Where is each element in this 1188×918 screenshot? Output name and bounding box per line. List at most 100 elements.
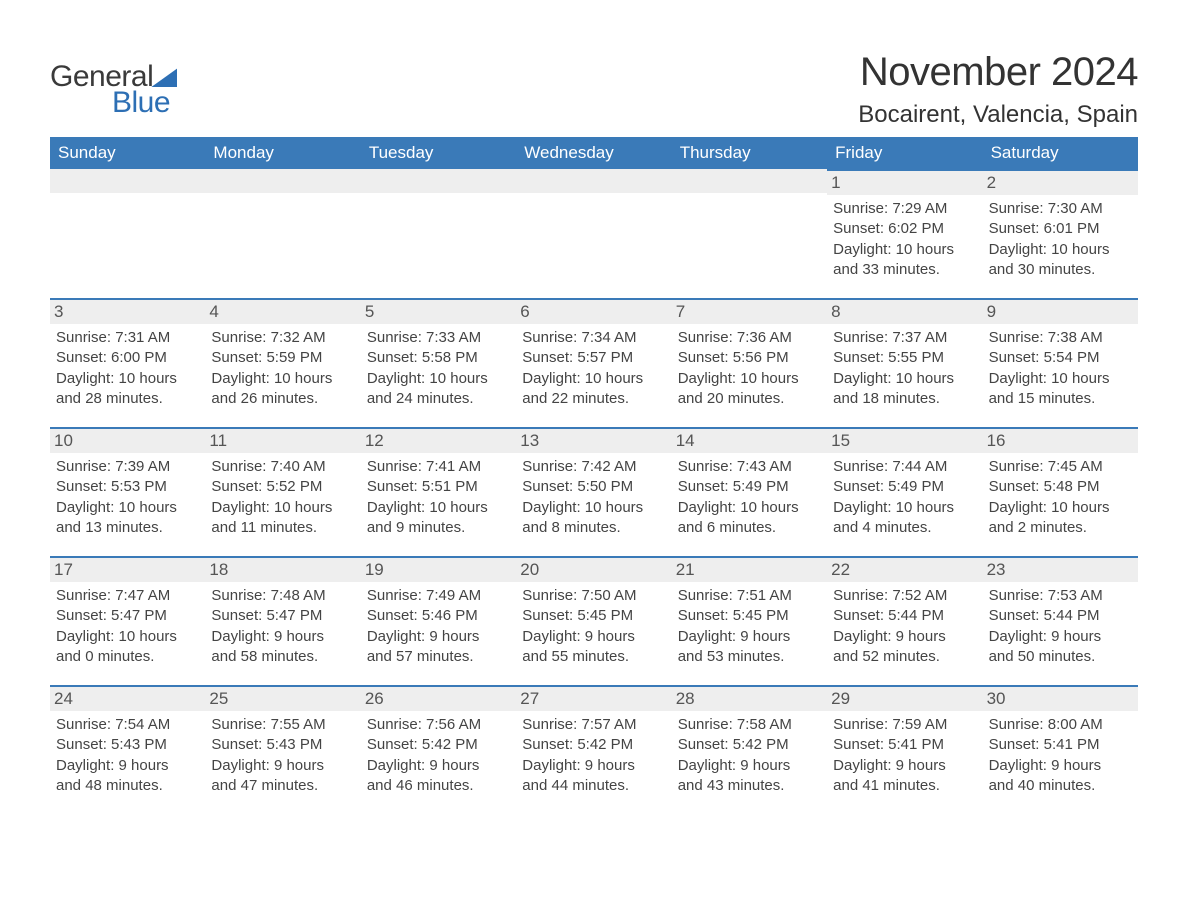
day-number: 26: [361, 685, 516, 711]
daylight-text-1: Daylight: 9 hours: [211, 756, 354, 776]
day-body: Sunrise: 8:00 AMSunset: 5:41 PMDaylight:…: [989, 715, 1132, 796]
day-cell: 18Sunrise: 7:48 AMSunset: 5:47 PMDayligh…: [205, 556, 360, 685]
sunrise-text: Sunrise: 7:34 AM: [522, 328, 665, 348]
day-cell: 19Sunrise: 7:49 AMSunset: 5:46 PMDayligh…: [361, 556, 516, 685]
day-body: Sunrise: 7:45 AMSunset: 5:48 PMDaylight:…: [989, 457, 1132, 538]
sunrise-text: Sunrise: 7:44 AM: [833, 457, 976, 477]
day-cell: 10Sunrise: 7:39 AMSunset: 5:53 PMDayligh…: [50, 427, 205, 556]
day-number: 13: [516, 427, 671, 453]
day-body: Sunrise: 7:29 AMSunset: 6:02 PMDaylight:…: [833, 199, 976, 280]
daylight-text-2: and 58 minutes.: [211, 647, 354, 667]
day-number: 2: [983, 169, 1138, 195]
day-body: Sunrise: 7:58 AMSunset: 5:42 PMDaylight:…: [678, 715, 821, 796]
daylight-text-1: Daylight: 10 hours: [522, 498, 665, 518]
sunset-text: Sunset: 5:45 PM: [678, 606, 821, 626]
brand-word2: Blue: [112, 86, 170, 120]
sunrise-text: Sunrise: 7:36 AM: [678, 328, 821, 348]
daylight-text-2: and 15 minutes.: [989, 389, 1132, 409]
day-body: Sunrise: 7:33 AMSunset: 5:58 PMDaylight:…: [367, 328, 510, 409]
sunset-text: Sunset: 5:42 PM: [522, 735, 665, 755]
day-cell: [672, 169, 827, 298]
daylight-text-2: and 43 minutes.: [678, 776, 821, 796]
sunset-text: Sunset: 5:51 PM: [367, 477, 510, 497]
day-number: 3: [50, 298, 205, 324]
day-number: [516, 169, 671, 193]
sunrise-text: Sunrise: 7:45 AM: [989, 457, 1132, 477]
day-cell: 24Sunrise: 7:54 AMSunset: 5:43 PMDayligh…: [50, 685, 205, 814]
day-cell: 30Sunrise: 8:00 AMSunset: 5:41 PMDayligh…: [983, 685, 1138, 814]
sunrise-text: Sunrise: 7:29 AM: [833, 199, 976, 219]
sunset-text: Sunset: 5:48 PM: [989, 477, 1132, 497]
daylight-text-1: Daylight: 10 hours: [989, 369, 1132, 389]
day-cell: 17Sunrise: 7:47 AMSunset: 5:47 PMDayligh…: [50, 556, 205, 685]
day-body: Sunrise: 7:41 AMSunset: 5:51 PMDaylight:…: [367, 457, 510, 538]
sunset-text: Sunset: 6:01 PM: [989, 219, 1132, 239]
title-block: November 2024 Bocairent, Valencia, Spain: [858, 50, 1138, 129]
daylight-text-1: Daylight: 10 hours: [211, 498, 354, 518]
day-number: 29: [827, 685, 982, 711]
daylight-text-1: Daylight: 10 hours: [56, 498, 199, 518]
daylight-text-1: Daylight: 10 hours: [989, 498, 1132, 518]
daylight-text-1: Daylight: 10 hours: [678, 498, 821, 518]
weekday-header: Wednesday: [516, 137, 671, 169]
day-cell: 5 Sunrise: 7:33 AMSunset: 5:58 PMDaylight…: [361, 298, 516, 427]
weeks-container: 1Sunrise: 7:29 AMSunset: 6:02 PMDaylight…: [50, 169, 1138, 814]
sunrise-text: Sunrise: 7:51 AM: [678, 586, 821, 606]
sunrise-text: Sunrise: 7:59 AM: [833, 715, 976, 735]
daylight-text-2: and 18 minutes.: [833, 389, 976, 409]
daylight-text-2: and 28 minutes.: [56, 389, 199, 409]
day-number: 14: [672, 427, 827, 453]
sunset-text: Sunset: 5:54 PM: [989, 348, 1132, 368]
daylight-text-2: and 24 minutes.: [367, 389, 510, 409]
daylight-text-2: and 48 minutes.: [56, 776, 199, 796]
day-cell: 8Sunrise: 7:37 AMSunset: 5:55 PMDaylight…: [827, 298, 982, 427]
location: Bocairent, Valencia, Spain: [858, 101, 1138, 129]
day-cell: 7Sunrise: 7:36 AMSunset: 5:56 PMDaylight…: [672, 298, 827, 427]
daylight-text-1: Daylight: 10 hours: [56, 627, 199, 647]
day-number: [50, 169, 205, 193]
daylight-text-2: and 40 minutes.: [989, 776, 1132, 796]
sunset-text: Sunset: 5:46 PM: [367, 606, 510, 626]
sunrise-text: Sunrise: 7:40 AM: [211, 457, 354, 477]
daylight-text-1: Daylight: 9 hours: [833, 756, 976, 776]
day-number: 15: [827, 427, 982, 453]
daylight-text-2: and 41 minutes.: [833, 776, 976, 796]
weekday-header: Monday: [205, 137, 360, 169]
sunset-text: Sunset: 5:49 PM: [833, 477, 976, 497]
day-number: 10: [50, 427, 205, 453]
calendar: Sunday Monday Tuesday Wednesday Thursday…: [50, 137, 1138, 814]
day-number: 8: [827, 298, 982, 324]
daylight-text-2: and 22 minutes.: [522, 389, 665, 409]
day-body: Sunrise: 7:43 AMSunset: 5:49 PMDaylight:…: [678, 457, 821, 538]
sunset-text: Sunset: 5:42 PM: [367, 735, 510, 755]
day-number: 28: [672, 685, 827, 711]
weekday-header-row: Sunday Monday Tuesday Wednesday Thursday…: [50, 137, 1138, 169]
day-cell: 13 Sunrise: 7:42 AMSunset: 5:50 PMDayligh…: [516, 427, 671, 556]
weekday-header: Thursday: [672, 137, 827, 169]
day-cell: 21Sunrise: 7:51 AMSunset: 5:45 PMDayligh…: [672, 556, 827, 685]
sunrise-text: Sunrise: 7:50 AM: [522, 586, 665, 606]
day-cell: 22Sunrise: 7:52 AMSunset: 5:44 PMDayligh…: [827, 556, 982, 685]
sunrise-text: Sunrise: 7:48 AM: [211, 586, 354, 606]
day-cell: 12 Sunrise: 7:41 AMSunset: 5:51 PMDayligh…: [361, 427, 516, 556]
day-cell: 9Sunrise: 7:38 AMSunset: 5:54 PMDaylight…: [983, 298, 1138, 427]
daylight-text-1: Daylight: 9 hours: [989, 627, 1132, 647]
day-cell: 20Sunrise: 7:50 AMSunset: 5:45 PMDayligh…: [516, 556, 671, 685]
day-body: Sunrise: 7:42 AMSunset: 5:50 PMDaylight:…: [522, 457, 665, 538]
day-number: 17: [50, 556, 205, 582]
daylight-text-2: and 26 minutes.: [211, 389, 354, 409]
day-cell: [50, 169, 205, 298]
day-cell: 2Sunrise: 7:30 AMSunset: 6:01 PMDaylight…: [983, 169, 1138, 298]
daylight-text-2: and 50 minutes.: [989, 647, 1132, 667]
day-number: 4: [205, 298, 360, 324]
day-body: Sunrise: 7:56 AMSunset: 5:42 PMDaylight:…: [367, 715, 510, 796]
day-number: 12: [361, 427, 516, 453]
day-cell: 25Sunrise: 7:55 AMSunset: 5:43 PMDayligh…: [205, 685, 360, 814]
sunrise-text: Sunrise: 7:38 AM: [989, 328, 1132, 348]
day-number: 16: [983, 427, 1138, 453]
day-body: Sunrise: 7:51 AMSunset: 5:45 PMDaylight:…: [678, 586, 821, 667]
day-number: 5: [361, 298, 516, 324]
day-cell: 16 Sunrise: 7:45 AMSunset: 5:48 PMDayligh…: [983, 427, 1138, 556]
daylight-text-1: Daylight: 10 hours: [833, 240, 976, 260]
day-cell: 1Sunrise: 7:29 AMSunset: 6:02 PMDaylight…: [827, 169, 982, 298]
